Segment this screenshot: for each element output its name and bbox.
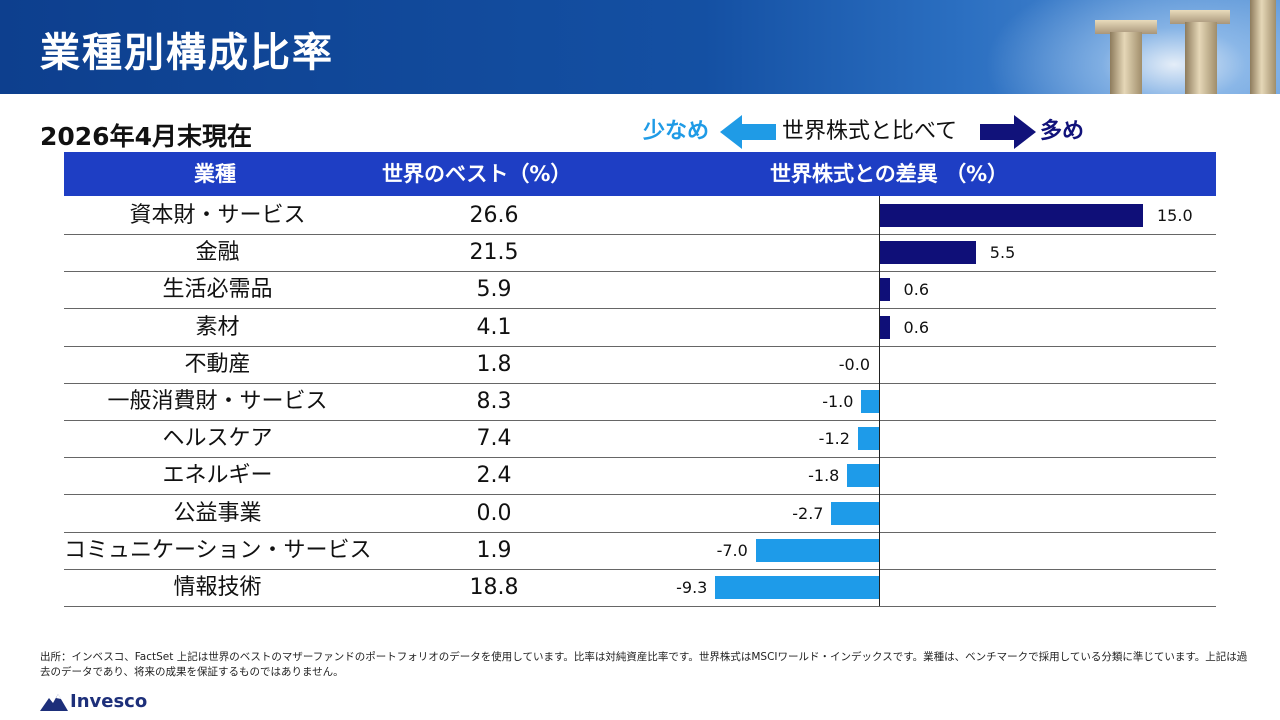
sector-weight: 0.0 [476, 500, 512, 526]
difference-bar [715, 576, 879, 599]
legend-middle-label: 世界株式と比べて [782, 119, 958, 144]
difference-label: 5.5 [989, 243, 1016, 263]
header-weight: 世界のベスト（%） [382, 162, 572, 186]
table-row: 金融 21.5 5.5 [64, 234, 1216, 273]
banner-pillar [1110, 32, 1142, 94]
sector-weight: 2.4 [476, 463, 512, 489]
difference-label: -2.7 [792, 503, 824, 523]
legend-more-label: 多め [1040, 119, 1085, 144]
difference-bar [879, 315, 890, 339]
sector-weight: 4.1 [476, 314, 512, 340]
sector-weight: 5.9 [476, 277, 512, 303]
mountain-logo-icon [40, 694, 68, 711]
sector-name: 情報技術 [173, 575, 262, 600]
sector-weight: 21.5 [469, 240, 519, 266]
difference-label: -9.3 [676, 578, 708, 597]
sector-name: 金融 [195, 240, 240, 266]
table-row: 不動産 1.8 -0.0 [64, 346, 1216, 384]
sector-weight: 1.8 [476, 351, 512, 377]
sector-name: エネルギー [162, 463, 273, 489]
table-row: ヘルスケア 7.4 -1.2 [64, 420, 1216, 459]
sector-name: 資本財・サービス [129, 203, 306, 228]
header-sector: 業種 [194, 162, 236, 186]
sector-name: 公益事業 [173, 500, 262, 526]
logo-text: Invesco [70, 691, 148, 712]
sector-weight: 18.8 [469, 575, 519, 600]
sector-name: コミュニケーション・サービス [64, 537, 372, 563]
banner-pillar [1250, 0, 1276, 94]
sector-weight: 8.3 [476, 389, 512, 414]
sector-weight: 7.4 [476, 426, 512, 452]
difference-label: -1.8 [808, 466, 840, 486]
table-row: 資本財・サービス 26.6 15.0 [64, 197, 1216, 235]
banner-pillar [1185, 22, 1217, 94]
banner-pillar-capital [1170, 10, 1230, 24]
table-row: 生活必需品 5.9 0.6 [64, 271, 1216, 310]
difference-bar [879, 204, 1143, 227]
sector-weight: 26.6 [469, 203, 519, 228]
table-row: コミュニケーション・サービス 1.9 -7.0 [64, 532, 1216, 570]
title-banner: 業種別構成比率 [0, 0, 1280, 94]
table-row: 素材 4.1 0.6 [64, 309, 1216, 347]
right-arrow-icon [980, 115, 1036, 149]
table-header: 業種 世界のベスト（%） 世界株式との差異 （%） [64, 152, 1216, 196]
source-note: 出所：インベスコ、FactSet 上記は世界のベストのマザーファンドのポートフォ… [40, 651, 1248, 678]
difference-label: 0.6 [903, 317, 929, 337]
legend-less-label: 少なめ [643, 119, 710, 144]
difference-bar [879, 241, 976, 265]
difference-label: -7.0 [716, 540, 748, 560]
table-row: 一般消費財・サービス 8.3 -1.0 [64, 383, 1216, 421]
sector-name: 不動産 [184, 351, 251, 377]
as-of-date: 2026年4月末現在 [40, 122, 252, 151]
sector-name: ヘルスケア [162, 426, 273, 452]
difference-label: -0.0 [838, 354, 870, 374]
difference-label: -1.0 [822, 392, 854, 411]
difference-label: -1.2 [818, 429, 850, 449]
header-difference: 世界株式との差異 （%） [770, 162, 1009, 186]
difference-label: 15.0 [1157, 206, 1193, 225]
difference-bar [847, 464, 879, 488]
table-row: 公益事業 0.0 -2.7 [64, 495, 1216, 533]
banner-pillar-capital [1095, 20, 1157, 34]
sector-name: 生活必需品 [162, 277, 273, 303]
table-row: 情報技術 18.8 -9.3 [64, 569, 1216, 607]
difference-bar [831, 501, 879, 525]
sector-weight: 1.9 [476, 537, 512, 563]
left-arrow-icon [720, 115, 776, 149]
table-row: エネルギー 2.4 -1.8 [64, 457, 1216, 496]
sector-name: 素材 [195, 314, 240, 340]
zero-axis-line [879, 196, 880, 606]
difference-label: 0.6 [903, 280, 929, 300]
difference-bar [857, 427, 879, 451]
page-title: 業種別構成比率 [40, 30, 334, 76]
difference-bar [755, 538, 879, 562]
difference-bar [861, 390, 879, 413]
difference-bar [879, 278, 890, 302]
sector-name: 一般消費財・サービス [107, 389, 328, 414]
